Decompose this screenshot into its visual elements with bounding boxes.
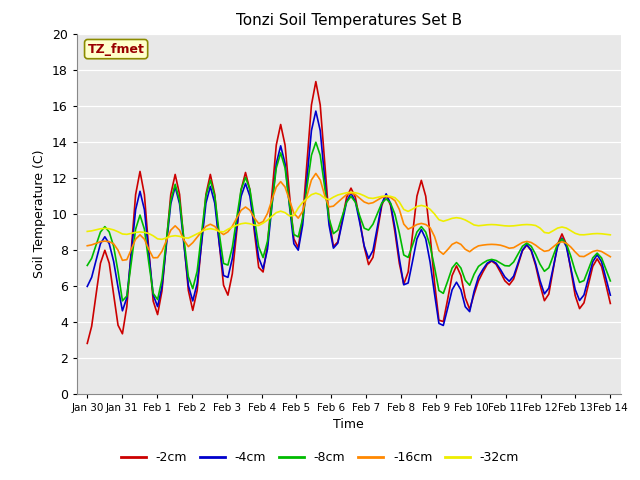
Y-axis label: Soil Temperature (C): Soil Temperature (C) [33,149,46,278]
Text: TZ_fmet: TZ_fmet [88,43,145,56]
Title: Tonzi Soil Temperatures Set B: Tonzi Soil Temperatures Set B [236,13,462,28]
Legend: -2cm, -4cm, -8cm, -16cm, -32cm: -2cm, -4cm, -8cm, -16cm, -32cm [116,446,524,469]
X-axis label: Time: Time [333,418,364,431]
